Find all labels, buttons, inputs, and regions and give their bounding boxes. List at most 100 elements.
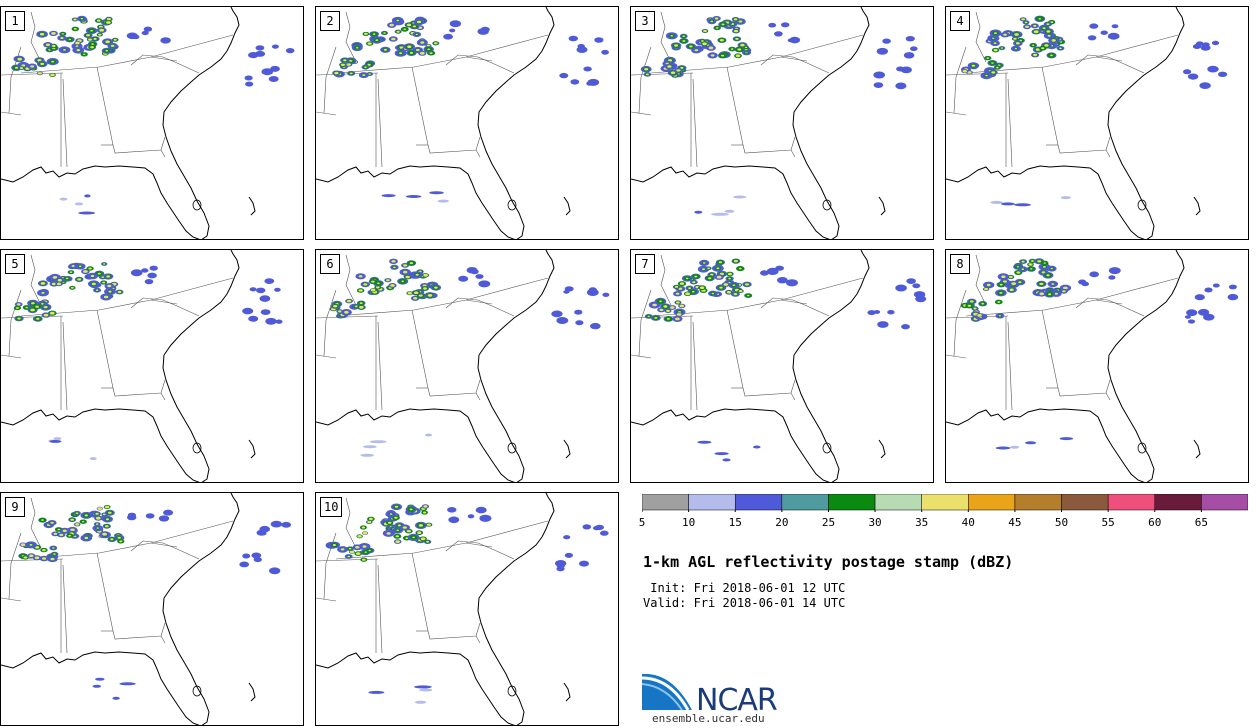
reflectivity-cell (355, 552, 361, 555)
reflectivity-cell (875, 310, 879, 314)
reflectivity-cell (254, 554, 259, 557)
reflectivity-cell (738, 267, 742, 270)
reflectivity-cell (35, 305, 39, 308)
reflectivity-cell (43, 313, 49, 317)
reflectivity-cell (92, 684, 102, 688)
reflectivity-cell (472, 270, 477, 274)
reflectivity-cell (363, 283, 368, 286)
state-border (377, 78, 383, 168)
map-canvas (1, 7, 295, 239)
reflectivity-cell (362, 74, 366, 76)
reflectivity-cell (1009, 288, 1014, 292)
reflectivity-cell (363, 445, 377, 449)
reflectivity-cell (732, 284, 736, 286)
reflectivity-cell (593, 325, 597, 327)
lake (822, 199, 832, 211)
reflectivity-cell (146, 280, 152, 283)
state-border (946, 111, 967, 116)
logo-text: NCAR (696, 683, 778, 718)
reflectivity-cell (29, 544, 33, 546)
reflectivity-cell (585, 67, 590, 71)
map-canvas (631, 250, 927, 482)
reflectivity-cell (645, 73, 649, 76)
reflectivity-cell (697, 440, 712, 444)
reflectivity-cell (102, 281, 106, 284)
state-border (160, 392, 166, 401)
reflectivity-cell (1203, 84, 1208, 87)
reflectivity-cell (371, 280, 375, 283)
reflectivity-cell (1024, 21, 1028, 24)
reflectivity-cell (56, 282, 62, 286)
reflectivity-cell (269, 320, 273, 323)
reflectivity-cell (718, 261, 722, 264)
reflectivity-cell (1050, 54, 1053, 57)
coastline (316, 7, 555, 239)
reflectivity-cell (51, 60, 55, 63)
reflectivity-cell (659, 300, 662, 303)
reflectivity-cell (39, 32, 45, 36)
reflectivity-cell (288, 49, 293, 52)
state-border (20, 34, 234, 74)
state-border (965, 277, 1179, 317)
reflectivity-cell (78, 265, 82, 268)
member-panel: 7 (630, 249, 934, 483)
reflectivity-cell (577, 321, 581, 324)
reflectivity-cell (403, 270, 408, 274)
state-border (780, 56, 808, 62)
state-border (20, 520, 234, 560)
reflectivity-cell (117, 536, 121, 539)
reflectivity-cell (60, 37, 64, 39)
state-border (62, 564, 68, 654)
reflectivity-cell (1033, 30, 1039, 34)
reflectivity-cell (1204, 43, 1208, 46)
colorbar-tick-label: 30 (868, 516, 882, 529)
reflectivity-cell (344, 310, 349, 314)
reflectivity-cell (682, 35, 685, 37)
reflectivity-cell (1030, 260, 1034, 262)
reflectivity-cell (603, 51, 607, 54)
valid-time: Valid: Fri 2018-06-01 14 UTC (643, 596, 846, 610)
member-number: 4 (950, 11, 970, 31)
reflectivity-cell (1110, 276, 1114, 279)
reflectivity-cell (416, 48, 420, 52)
colorbar-tick-label: 10 (681, 516, 696, 529)
reflectivity-cell (977, 314, 982, 317)
reflectivity-cell (1000, 47, 1004, 49)
reflectivity-cell (962, 69, 967, 73)
member-number: 2 (320, 11, 340, 31)
reflectivity-cell (348, 547, 352, 550)
state-border (1041, 66, 1111, 154)
state-border (1, 597, 22, 602)
reflectivity-cell (102, 513, 106, 516)
reflectivity-cell (777, 266, 782, 270)
reflectivity-cell (427, 294, 433, 297)
state-border (160, 149, 166, 158)
state-border (953, 289, 967, 357)
reflectivity-cell (53, 553, 56, 555)
reflectivity-cell (689, 45, 693, 48)
reflectivity-cell (83, 53, 86, 55)
reflectivity-cell (446, 35, 450, 38)
state-border (465, 56, 493, 62)
reflectivity-cell (1093, 273, 1096, 275)
reflectivity-cell (68, 38, 72, 41)
reflectivity-cell (166, 511, 171, 514)
colorbar-segment (1014, 494, 1062, 511)
reflectivity-cell (597, 39, 601, 41)
reflectivity-cell (150, 274, 154, 277)
reflectivity-cell (481, 30, 486, 33)
reflectivity-cell (95, 523, 99, 525)
reflectivity-cell (265, 70, 270, 74)
state-border (965, 34, 1179, 74)
member-number: 6 (320, 254, 340, 274)
reflectivity-cell (771, 270, 775, 273)
reflectivity-cell (57, 278, 62, 282)
reflectivity-cell (1035, 48, 1040, 51)
reflectivity-cell (36, 317, 40, 320)
reflectivity-cell (1015, 42, 1020, 45)
reflectivity-cell (78, 211, 96, 215)
reflectivity-cell (357, 535, 362, 538)
reflectivity-cell (65, 277, 69, 280)
reflectivity-cell (753, 445, 761, 449)
reflectivity-cell (414, 291, 419, 294)
